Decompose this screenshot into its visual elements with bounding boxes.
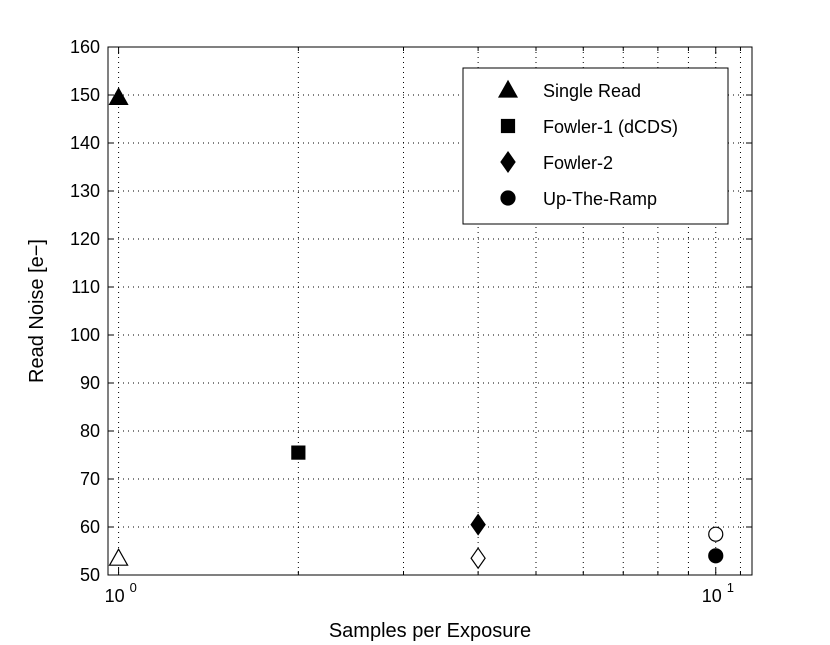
plot-frame xyxy=(107,46,753,576)
data-point-diamond xyxy=(470,547,486,570)
legend-marker-circle xyxy=(500,190,516,206)
y-axis-label: Read Noise [e−] xyxy=(26,239,48,383)
data-point-diamond xyxy=(470,513,486,536)
series-2 xyxy=(470,513,486,570)
y-tick-label: 50 xyxy=(80,565,100,585)
y-tick-label: 100 xyxy=(70,325,100,345)
data-point-circle xyxy=(708,548,724,564)
x-tick-labels: 10 0 10 1 xyxy=(105,580,734,606)
x-tick-label: 10 xyxy=(702,586,722,606)
y-tick-label: 150 xyxy=(70,85,100,105)
x-axis-label: Samples per Exposure xyxy=(329,620,531,642)
legend-marker-triangle xyxy=(497,79,519,98)
legend-item: Up-The-Ramp xyxy=(500,189,657,209)
legend-label: Fowler-1 (dCDS) xyxy=(543,117,678,137)
legend-marker-square xyxy=(500,118,516,134)
y-tick-label: 110 xyxy=(71,277,100,297)
y-tick-label: 120 xyxy=(70,229,100,249)
y-tick-label: 60 xyxy=(80,517,100,537)
legend-item: Single Read xyxy=(497,79,641,101)
data-point-square xyxy=(291,445,306,460)
x-tick-label: 10 xyxy=(105,586,125,606)
y-tick-label: 80 xyxy=(80,421,100,441)
tick-marks xyxy=(108,46,752,576)
data-point-triangle xyxy=(108,87,129,106)
series-0 xyxy=(108,87,129,566)
data-point-triangle xyxy=(108,547,129,566)
legend-label: Up-The-Ramp xyxy=(543,189,657,209)
y-tick-label: 70 xyxy=(80,469,100,489)
x-tick-label-exponent: 1 xyxy=(727,580,734,595)
data-points xyxy=(108,87,724,570)
legend-item: Fowler-1 (dCDS) xyxy=(500,117,678,137)
legend-marker-diamond xyxy=(500,150,516,174)
y-tick-labels: 50 60 70 80 90 100 110 120 130 140 150 160 xyxy=(70,37,100,585)
legend-label: Fowler-2 xyxy=(543,153,613,173)
y-tick-label: 160 xyxy=(70,37,100,57)
y-tick-label: 140 xyxy=(70,133,100,153)
legend-label: Single Read xyxy=(543,81,641,101)
legend-item: Fowler-2 xyxy=(500,150,613,174)
series-1 xyxy=(291,445,306,460)
y-tick-label: 130 xyxy=(70,181,100,201)
legend: Single Read Fowler-1 (dCDS) Fowler-2 Up-The… xyxy=(462,67,729,225)
series-3 xyxy=(708,526,724,564)
y-tick-label: 90 xyxy=(80,373,100,393)
grid xyxy=(108,47,752,575)
x-tick-label-exponent: 0 xyxy=(130,580,137,595)
data-point-circle xyxy=(708,526,724,542)
